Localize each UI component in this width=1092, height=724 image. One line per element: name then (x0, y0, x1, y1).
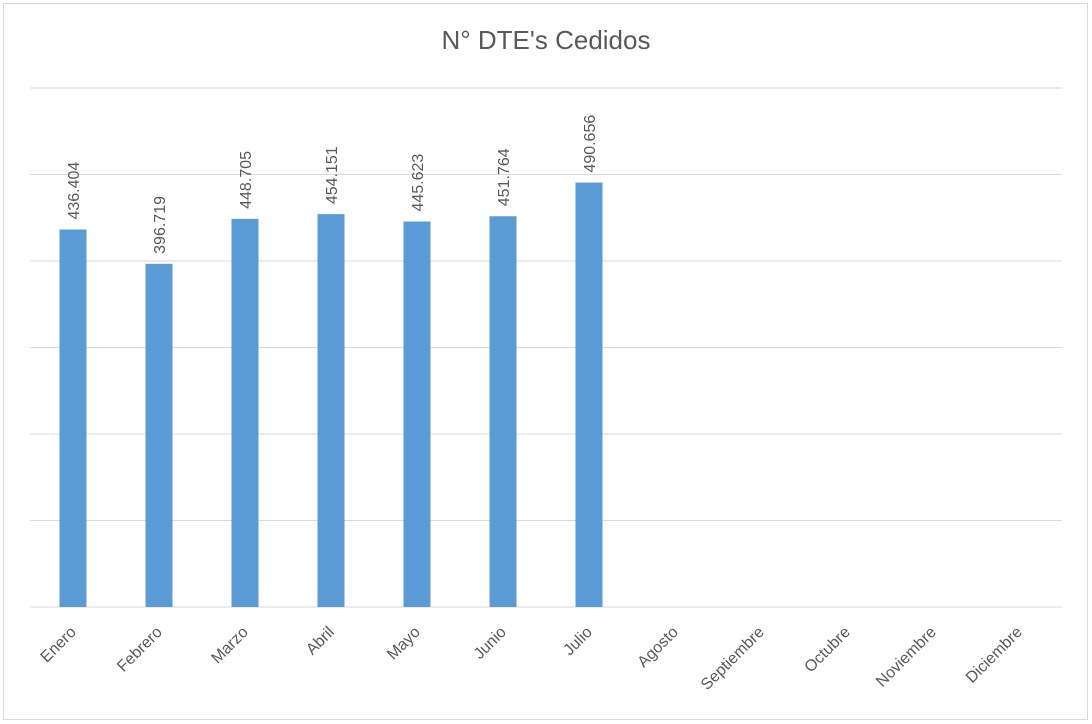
bar (231, 218, 259, 607)
bar (403, 221, 431, 607)
data-label: 436.404 (66, 162, 83, 220)
data-label: 451.764 (496, 148, 513, 206)
bar (489, 216, 517, 608)
bar (317, 214, 345, 608)
data-label: 396.719 (152, 196, 169, 254)
data-label: 454.151 (324, 146, 341, 204)
bar (145, 263, 173, 607)
data-label: 445.623 (410, 154, 427, 212)
data-label: 448.705 (238, 151, 255, 209)
chart-title: N° DTE's Cedidos (442, 25, 651, 55)
bar (575, 182, 603, 607)
data-label: 490.656 (582, 115, 599, 173)
chart-border (3, 3, 1088, 720)
bar (59, 229, 87, 607)
